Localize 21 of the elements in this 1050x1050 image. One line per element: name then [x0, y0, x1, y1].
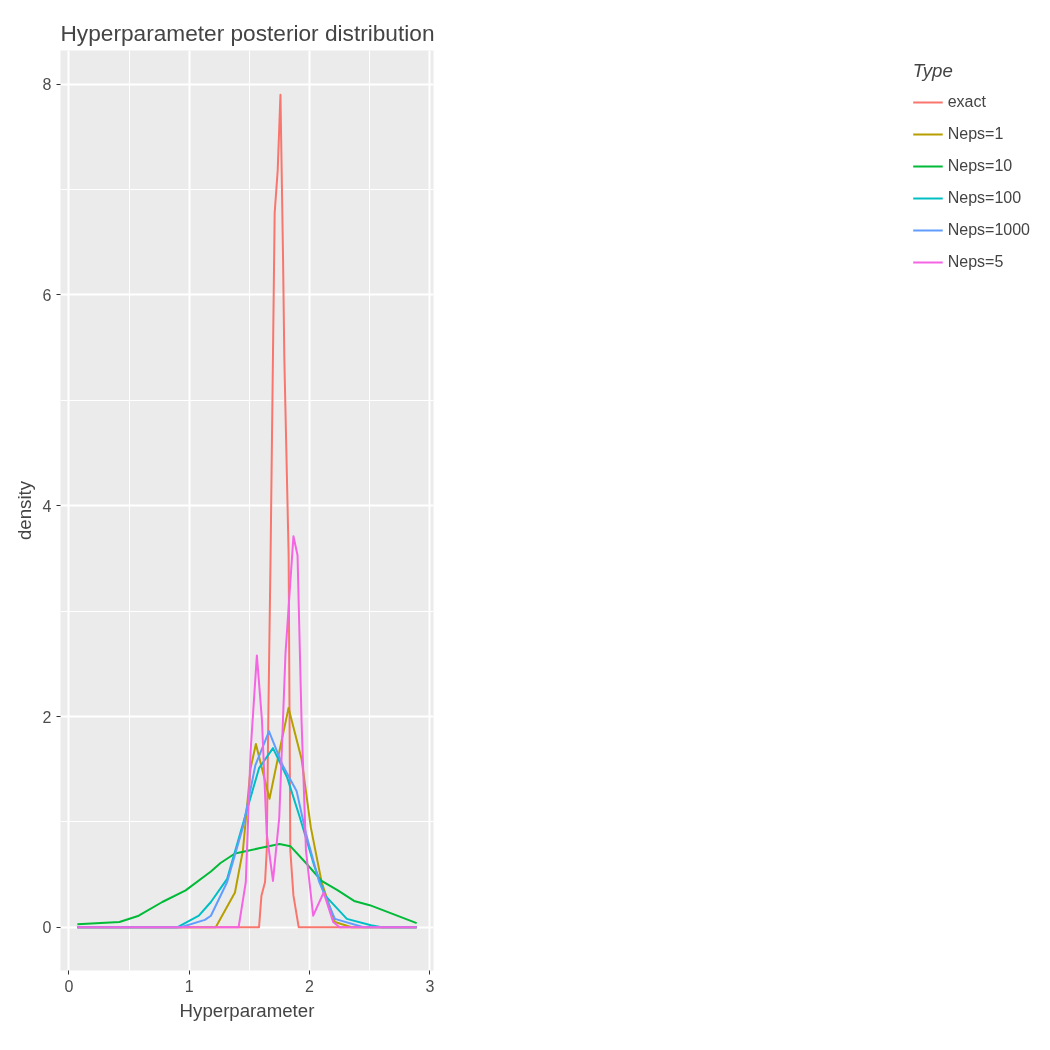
legend-label: Neps=100: [947, 188, 1022, 208]
legend-title: Type: [912, 60, 954, 82]
legend-label: Neps=5: [947, 252, 1004, 272]
x-tick-label: 3: [425, 977, 435, 995]
y-axis-title: density: [13, 480, 35, 541]
x-tick-label: 2: [305, 977, 315, 995]
legend-label: Neps=1: [947, 124, 1004, 144]
y-tick-label: 6: [42, 286, 52, 304]
y-tick-label: 8: [42, 76, 52, 94]
x-tick-label: 1: [184, 977, 194, 995]
x-axis-title: Hyperparameter: [179, 999, 315, 1021]
chart-title: Hyperparameter posterior distribution: [60, 19, 435, 46]
y-tick-label: 4: [42, 497, 52, 515]
line-series: [76, 843, 418, 926]
legend-label: Neps=1000: [947, 220, 1030, 240]
line-series: [76, 535, 418, 929]
y-tick-label: 0: [42, 919, 52, 937]
x-tick-label: 0: [64, 977, 74, 995]
y-tick-label: 2: [42, 708, 52, 726]
legend-label: Neps=10: [947, 156, 1013, 176]
legend-label: exact: [947, 92, 986, 112]
